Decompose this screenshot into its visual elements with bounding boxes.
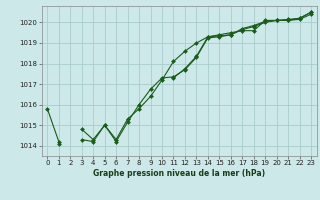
X-axis label: Graphe pression niveau de la mer (hPa): Graphe pression niveau de la mer (hPa)	[93, 169, 265, 178]
